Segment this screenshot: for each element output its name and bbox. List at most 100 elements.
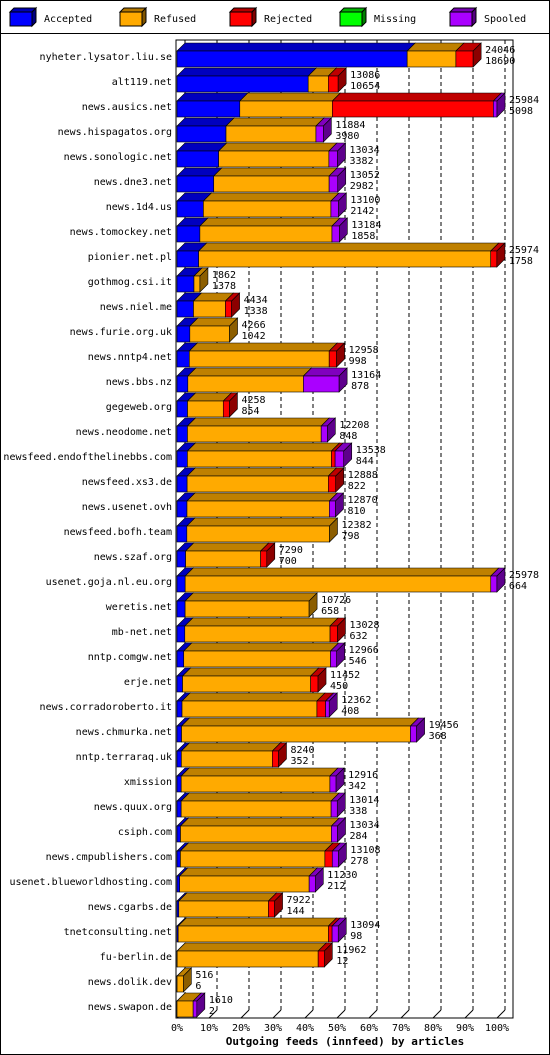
bar-segment (317, 950, 325, 968)
y-tick-label: nntp.comgw.net (88, 652, 172, 663)
legend-swatch (9, 11, 33, 27)
accepted-label: 98 (350, 931, 362, 942)
bar-segment (307, 75, 329, 93)
bar-segment (176, 400, 188, 418)
x-tick-label: 90% (456, 1023, 474, 1034)
accepted-label: 284 (350, 831, 368, 842)
bar-segment (176, 200, 204, 218)
bar-segment (180, 775, 331, 793)
bar-top (176, 117, 235, 127)
bar-side (337, 142, 346, 168)
bar-top (176, 92, 249, 102)
bar-top (179, 842, 334, 852)
bar-segment (179, 875, 310, 893)
total-label: 13014 (349, 795, 379, 806)
bar-top (176, 67, 317, 77)
bar-segment (324, 850, 333, 868)
bar-top (186, 467, 338, 477)
accepted-label: 6 (195, 981, 201, 992)
total-label: 12208 (339, 420, 369, 431)
y-tick-label: gegeweb.org (106, 402, 172, 413)
accepted-label: 878 (351, 381, 369, 392)
bar-segment (176, 150, 219, 168)
accepted-label: 1042 (242, 331, 266, 342)
accepted-label: 2142 (350, 206, 374, 217)
bar-segment (176, 950, 319, 968)
x-tick (304, 1009, 314, 1019)
bar-segment (176, 75, 309, 93)
bar-segment (182, 675, 311, 693)
bar-segment (185, 550, 261, 568)
bar-side (196, 992, 206, 1018)
y-tick-label: news.ausics.net (82, 102, 172, 113)
bar-segment (329, 775, 337, 793)
bar-segment (184, 625, 331, 643)
bar-segment (184, 575, 492, 593)
accepted-label: 1338 (244, 306, 268, 317)
bar-segment (176, 250, 199, 268)
bar-segment (186, 475, 329, 493)
accepted-label: 700 (279, 556, 297, 567)
bar-side (337, 817, 346, 843)
bar-segment (225, 300, 232, 318)
y-tick-label: news.nntp4.net (88, 352, 172, 363)
accepted-label: 3382 (350, 156, 374, 167)
bar-side (327, 417, 336, 443)
total-label: 13086 (350, 70, 380, 81)
legend-label: Refused (154, 14, 196, 25)
bar-segment (176, 725, 182, 743)
bar-segment (316, 700, 326, 718)
accepted-label: 144 (287, 906, 305, 917)
total-label: 13100 (350, 195, 380, 206)
bar-side (335, 492, 344, 518)
bar-segment (410, 725, 417, 743)
bar-segment (176, 300, 194, 318)
x-tick-label: 70% (392, 1023, 410, 1034)
bar-segment (177, 925, 329, 943)
accepted-label: 408 (341, 706, 359, 717)
bar-segment (328, 75, 339, 93)
bar-side (337, 67, 347, 93)
accepted-label: 798 (341, 531, 359, 542)
bar-side (229, 317, 238, 343)
accepted-label: 632 (349, 631, 367, 642)
total-label: 13184 (351, 220, 381, 231)
bar-segment (187, 425, 322, 443)
bar-side (324, 942, 333, 968)
bar-segment (187, 450, 332, 468)
x-tick (208, 1009, 218, 1019)
accepted-label: 10654 (350, 81, 380, 92)
bar-segment (176, 325, 191, 343)
x-tick (272, 1009, 282, 1019)
accepted-label: 2982 (350, 181, 374, 192)
total-label: 12362 (341, 695, 371, 706)
bar-top (176, 42, 416, 52)
bar-side (337, 617, 346, 643)
y-tick-label: usenet.goja.nl.eu.org (46, 577, 172, 588)
legend-swatch (339, 11, 363, 27)
accepted-label: 1378 (212, 281, 236, 292)
accepted-label: 822 (348, 481, 366, 492)
bar-segment (329, 625, 338, 643)
bar-segment (184, 600, 310, 618)
accepted-label: 664 (509, 581, 527, 592)
y-tick-label: news.quux.org (94, 802, 172, 813)
accepted-label: 658 (321, 606, 339, 617)
bar-segment (192, 1000, 198, 1018)
y-tick-label: news.cmpublishers.com (46, 852, 172, 863)
bar-segment (331, 925, 339, 943)
total-label: 13164 (351, 370, 381, 381)
total-label: 4266 (242, 320, 266, 331)
y-tick-label: news.chmurka.net (76, 727, 172, 738)
y-tick-label: mb-net.net (112, 627, 172, 638)
y-tick-label: nntp.terraraq.uk (76, 752, 172, 763)
accepted-label: 342 (348, 781, 366, 792)
bar-side (338, 367, 348, 393)
y-tick-label: news.dolik.dev (88, 977, 172, 988)
bar-side (278, 742, 287, 768)
bar-top (182, 642, 340, 652)
legend-swatch-side (471, 6, 477, 28)
accepted-label: 12 (336, 956, 348, 967)
y-tick-label: alt119.net (112, 77, 172, 88)
